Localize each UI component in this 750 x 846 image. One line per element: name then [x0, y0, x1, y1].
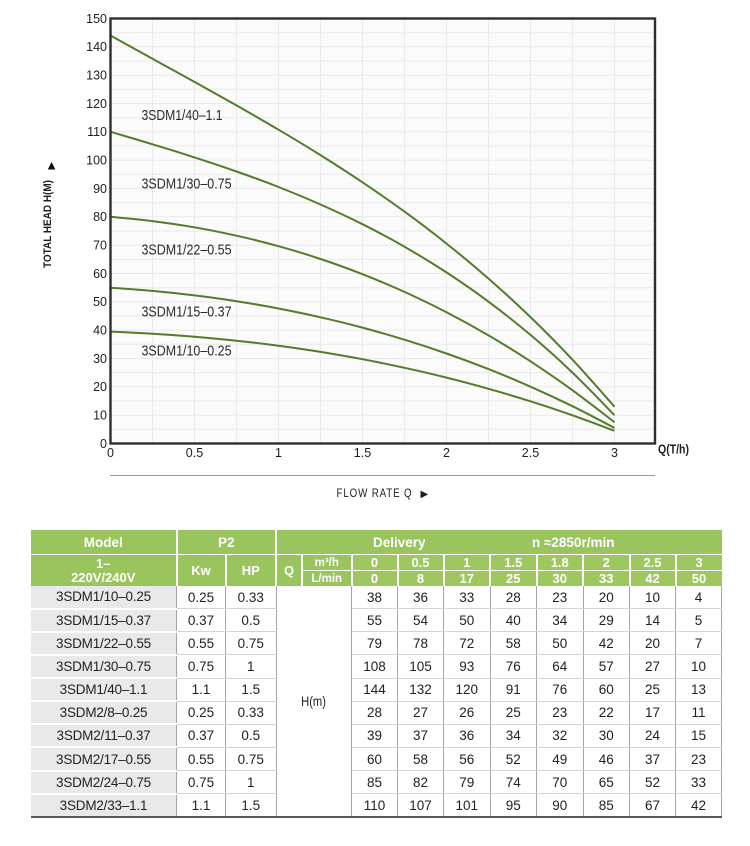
svg-text:2.5: 2.5 — [522, 446, 539, 460]
svg-text:3SDM1/40–1.1: 3SDM1/40–1.1 — [142, 107, 223, 124]
svg-text:150: 150 — [86, 12, 107, 26]
svg-text:0: 0 — [100, 437, 107, 451]
svg-text:110: 110 — [87, 125, 107, 139]
svg-text:70: 70 — [93, 239, 107, 253]
svg-text:100: 100 — [86, 154, 107, 168]
svg-text:▲: ▲ — [45, 158, 58, 173]
svg-text:3SDM1/10–0.25: 3SDM1/10–0.25 — [142, 343, 232, 360]
svg-text:120: 120 — [86, 97, 107, 111]
svg-text:130: 130 — [86, 69, 107, 83]
svg-text:FLOW RATE Q: FLOW RATE Q — [337, 488, 413, 500]
svg-text:1.5: 1.5 — [354, 446, 371, 460]
svg-text:50: 50 — [93, 295, 107, 309]
svg-text:40: 40 — [93, 324, 107, 338]
svg-text:Q(T/h): Q(T/h) — [658, 443, 689, 457]
svg-text:90: 90 — [93, 182, 107, 196]
svg-text:3SDM1/22–0.55: 3SDM1/22–0.55 — [142, 242, 232, 259]
svg-text:10: 10 — [93, 409, 107, 423]
svg-text:0: 0 — [107, 446, 114, 460]
svg-text:80: 80 — [93, 210, 107, 224]
svg-text:0.5: 0.5 — [186, 446, 203, 460]
svg-text:3SDM1/15–0.37: 3SDM1/15–0.37 — [142, 304, 232, 321]
svg-text:2: 2 — [443, 446, 450, 460]
svg-text:30: 30 — [93, 352, 107, 366]
svg-text:20: 20 — [93, 380, 107, 394]
svg-text:1: 1 — [275, 446, 282, 460]
svg-text:60: 60 — [93, 267, 107, 281]
svg-text:140: 140 — [86, 40, 107, 54]
svg-text:3: 3 — [611, 446, 618, 460]
svg-text:3SDM1/30–0.75: 3SDM1/30–0.75 — [142, 176, 232, 193]
svg-text:▶: ▶ — [421, 489, 429, 500]
svg-text:TOTAL HEAD H(M): TOTAL HEAD H(M) — [42, 180, 54, 268]
